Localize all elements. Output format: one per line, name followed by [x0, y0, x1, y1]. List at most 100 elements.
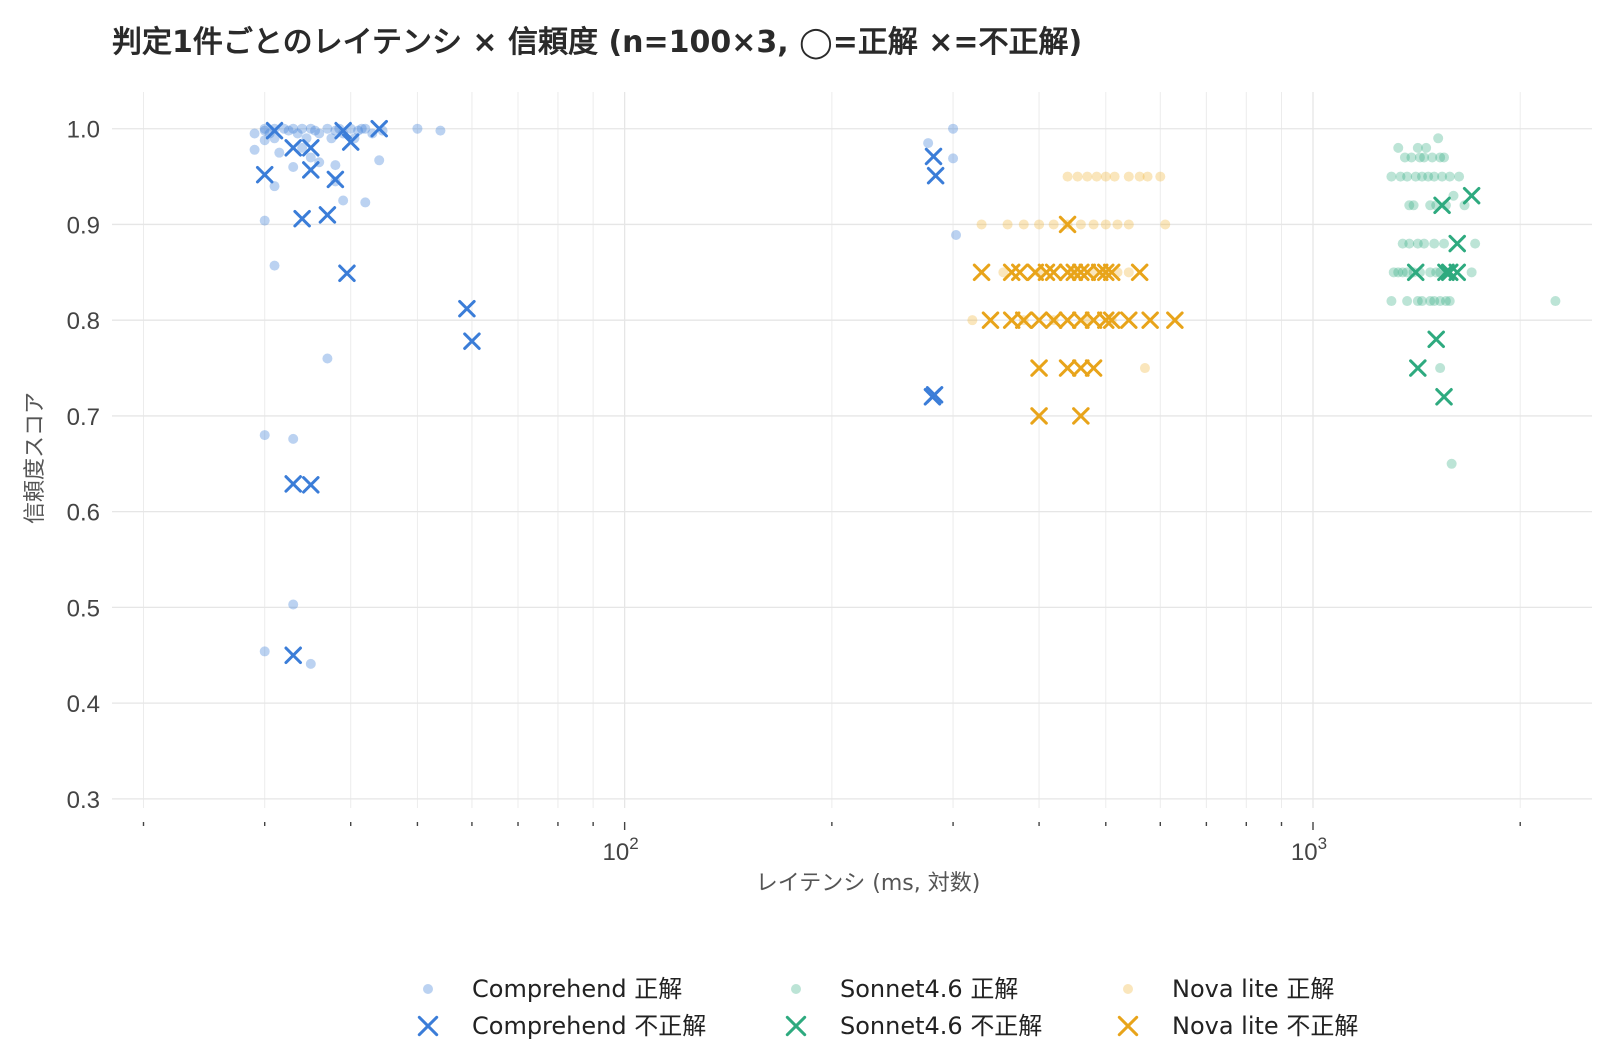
legend-label: Comprehend 正解 — [472, 975, 682, 1003]
scatter-point — [951, 229, 962, 240]
scatter-point — [1439, 238, 1450, 249]
scatter-point — [305, 658, 316, 669]
y-tick-label: 0.9 — [67, 212, 100, 239]
scatter-point — [1440, 263, 1459, 282]
scatter-point — [1058, 311, 1077, 329]
scatter-point — [1425, 296, 1436, 307]
chart-title: 判定1件ごとのレイテンシ × 信頼度 (n=100×3, ◯=正解 ×=不正解) — [112, 25, 1082, 60]
scatter-point — [1141, 311, 1159, 329]
scatter-point — [1386, 171, 1397, 182]
scatter-point — [255, 165, 274, 184]
scatter-point — [292, 128, 303, 139]
scatter-point — [1160, 219, 1171, 230]
scatter-point — [1397, 267, 1408, 278]
scatter-point — [284, 646, 302, 665]
scatter-point — [1011, 263, 1029, 282]
legend-item: Nova lite 正解 — [1123, 975, 1334, 1003]
scatter-point — [360, 197, 371, 208]
scatter-point — [998, 267, 1009, 278]
scatter-point — [1139, 363, 1150, 374]
scatter-point — [1393, 142, 1404, 153]
scatter-point — [269, 181, 280, 192]
y-tick-label: 0.7 — [67, 404, 100, 431]
scatter-point — [1097, 263, 1115, 282]
scatter-point — [1412, 238, 1423, 249]
scatter-point — [279, 123, 290, 134]
y-tick-label: 0.8 — [67, 308, 100, 335]
scatter-point — [1044, 263, 1063, 282]
scatter-point — [1097, 311, 1115, 329]
scatter-point — [1065, 263, 1084, 282]
scatter-point — [1408, 267, 1419, 278]
scatter-point — [1102, 263, 1121, 282]
legend-label: Nova lite 正解 — [1172, 975, 1334, 1003]
scatter-point — [923, 138, 934, 149]
scatter-point — [1448, 234, 1466, 253]
scatter-point — [1048, 219, 1059, 230]
scatter-point — [1075, 219, 1086, 230]
scatter-point — [981, 311, 1000, 329]
scatter-point — [1134, 171, 1145, 182]
legend: Comprehend 正解 Comprehend 不正解 Sonnet4.6 正解 S… — [417, 975, 1358, 1040]
scatter-point — [948, 153, 959, 164]
scatter-point — [259, 646, 270, 657]
scatter-point — [1417, 296, 1428, 307]
scatter-point — [1166, 311, 1184, 329]
scatter-point — [1444, 296, 1455, 307]
scatter-point — [1142, 171, 1153, 182]
legend-item: Sonnet4.6 正解 — [791, 975, 1018, 1003]
scatter-point — [1431, 267, 1442, 278]
scatter-point — [330, 125, 341, 136]
scatter-point — [1406, 152, 1417, 163]
scatter-point — [326, 133, 337, 144]
scatter-point — [1429, 171, 1440, 182]
scatter-point — [1072, 407, 1090, 425]
scatter-point — [338, 195, 349, 206]
scatter-point — [1100, 219, 1111, 230]
scatter-point — [1435, 363, 1446, 374]
scatter-point — [360, 123, 371, 134]
scatter-point — [463, 332, 481, 350]
scatter-point — [1123, 171, 1134, 182]
y-tick-label: 0.4 — [67, 691, 100, 718]
scatter-point — [1414, 152, 1425, 163]
y-axis-ticks: 0.3 0.4 0.5 0.6 0.7 0.8 0.9 1.0 — [67, 117, 100, 814]
gridlines — [112, 92, 1592, 808]
scatter-point — [1014, 311, 1033, 329]
scatter-point — [322, 353, 333, 364]
scatter-point — [1425, 200, 1436, 211]
scatter-point — [1123, 984, 1133, 994]
scatter-point — [1091, 171, 1102, 182]
scatter-point — [284, 139, 302, 157]
legend-label: Comprehend 不正解 — [472, 1012, 706, 1040]
scatter-point — [1425, 267, 1436, 278]
scatter-point — [1155, 171, 1166, 182]
scatter-point — [249, 128, 260, 139]
scatter-point — [1470, 238, 1481, 249]
scatter-point — [1435, 152, 1446, 163]
scatter-point — [297, 123, 308, 134]
scatter-point — [458, 299, 476, 318]
scatter-point — [1409, 359, 1427, 377]
legend-label: Sonnet4.6 正解 — [840, 975, 1018, 1003]
series-3 — [1406, 186, 1481, 406]
scatter-point — [283, 125, 294, 136]
scatter-point — [259, 125, 270, 136]
scatter-point — [269, 133, 280, 144]
y-tick-label: 1.0 — [67, 117, 100, 144]
scatter-point — [924, 147, 943, 166]
scatter-point — [341, 133, 360, 151]
scatter-point — [1440, 296, 1451, 307]
scatter-point — [288, 123, 299, 134]
scatter-point — [1419, 238, 1430, 249]
scatter-point — [1123, 219, 1134, 230]
scatter-point — [1406, 263, 1425, 282]
scatter-point — [259, 430, 270, 441]
scatter-point — [1408, 200, 1419, 211]
x-tick-label: 102 — [603, 834, 639, 866]
scatter-point — [785, 1015, 807, 1037]
scatter-point — [1402, 296, 1413, 307]
scatter-point — [265, 121, 284, 140]
series-0 — [249, 123, 962, 669]
